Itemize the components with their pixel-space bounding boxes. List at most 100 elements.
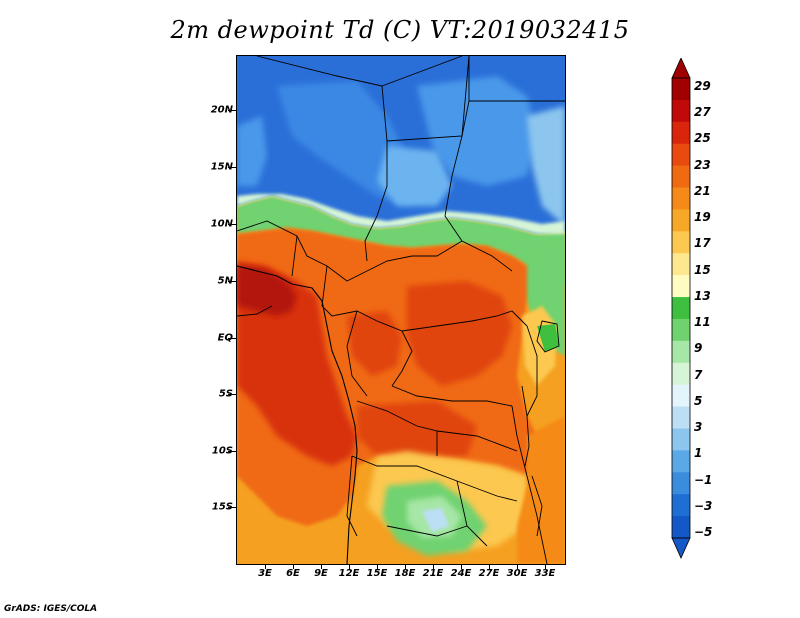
colorbar-swatch (672, 187, 690, 210)
sahara-edge-lightblue (527, 106, 565, 226)
lat-label: 15N (210, 161, 233, 173)
colorbar-label: 21 (694, 183, 711, 198)
lat-tick (228, 507, 236, 508)
lat-tick (228, 338, 236, 339)
colorbar-label: −1 (694, 472, 713, 487)
colorbar-swatch (672, 165, 690, 189)
lon-tick (265, 563, 266, 569)
country-borders (237, 56, 565, 564)
credit-label: GrADS: IGES/COLA (4, 604, 98, 614)
colorbar-swatch (672, 494, 690, 517)
dewpoint-field (237, 56, 565, 564)
colorbar-swatch (672, 340, 690, 364)
colorbar-swatch (672, 78, 690, 101)
southern-blue-patch (422, 508, 449, 532)
colorbar-label: −5 (694, 525, 713, 539)
colorbar-swatch (672, 253, 690, 276)
colorbar-frame (671, 77, 691, 539)
colorbar-swatch (672, 231, 690, 254)
colorbar-swatch (672, 121, 690, 145)
colorbar-label: 23 (694, 157, 711, 172)
lon-label: 15E (366, 568, 388, 579)
coastline (237, 265, 358, 564)
lat-label: EQ (217, 332, 233, 344)
colorbar-label: 17 (694, 236, 711, 251)
colorbar-swatch (672, 143, 690, 167)
lon-tick (489, 563, 490, 569)
lon-tick (321, 563, 322, 569)
lon-label: 12E (338, 568, 360, 579)
colorbar-label: 27 (694, 105, 711, 120)
lat-label: 10N (210, 218, 233, 230)
colorbar-swatch (672, 516, 690, 539)
lon-tick (545, 563, 546, 569)
colorbar-label: 9 (694, 341, 703, 356)
colorbar-label: 3 (694, 420, 703, 435)
south-east-orange (517, 416, 565, 564)
colorbar-graphic (671, 58, 691, 559)
colorbar-swatch (672, 384, 690, 408)
colorbar-swatch (672, 472, 690, 495)
lon-tick (293, 563, 294, 569)
lat-tick (228, 451, 236, 452)
lat-label: 5N (217, 275, 233, 287)
colorbar-label: 25 (694, 131, 711, 146)
lon-tick (517, 563, 518, 569)
colorbar-swatch (672, 209, 690, 232)
colorbar-swatch (672, 297, 690, 320)
sahara-edge-lightblue (237, 116, 267, 186)
lon-tick (405, 563, 406, 569)
colorbar-label: 15 (694, 262, 711, 277)
colorbar-swatch (672, 318, 690, 342)
transition-light-band (237, 194, 565, 234)
lat-tick (228, 281, 236, 282)
colorbar-bottom-arrow (671, 537, 691, 559)
colorbar-label: 5 (694, 393, 703, 408)
congo-red-patch (347, 311, 402, 376)
colorbar-label: 13 (694, 288, 711, 303)
colorbar-top-arrow (671, 58, 691, 79)
lat-label: 20N (210, 104, 233, 116)
colorbar-swatch (672, 406, 690, 429)
map-title: 2m dewpoint Td (C) VT:2019032415 (170, 16, 630, 44)
colorbar-swatch (672, 450, 690, 473)
transition-green-band (237, 196, 565, 286)
south-congo-red (357, 401, 477, 461)
lon-label: 9E (314, 568, 328, 579)
sahara-light-patch (417, 76, 537, 186)
colorbar-swatch (672, 275, 690, 298)
colorbar-label: 29 (694, 79, 711, 93)
lon-label: 3E (258, 568, 272, 579)
lat-tick (228, 394, 236, 395)
lat-label: 15S (211, 501, 233, 513)
lat-tick (228, 110, 236, 111)
lon-tick (377, 563, 378, 569)
lake-victoria (537, 324, 559, 352)
colorbar-label: −3 (694, 498, 713, 513)
lon-tick (349, 563, 350, 569)
lat-label: 10S (211, 445, 233, 457)
lat-tick (228, 167, 236, 168)
lon-tick (433, 563, 434, 569)
congo-red-patch (407, 281, 512, 386)
east-lakes (521, 320, 560, 537)
colorbar-label: 1 (694, 446, 703, 461)
dewpoint-map (236, 55, 566, 565)
colorbar-swatch (672, 99, 690, 123)
lon-label: 24E (450, 568, 472, 579)
lon-label: 6E (286, 568, 300, 579)
sahara-light-patch (377, 146, 452, 206)
lon-label: 30E (506, 568, 528, 579)
lat-label: 5S (218, 388, 233, 400)
lat-tick (228, 224, 236, 225)
lon-label: 33E (534, 568, 556, 579)
colorbar-label: 7 (694, 367, 703, 382)
lon-label: 18E (394, 568, 416, 579)
colorbar-label: 11 (694, 315, 711, 330)
colorbar-swatch (672, 362, 690, 386)
lon-label: 21E (422, 568, 444, 579)
lon-label: 27E (478, 568, 500, 579)
colorbar-label: 19 (694, 210, 711, 225)
colorbar-swatch (672, 428, 690, 451)
lon-tick (461, 563, 462, 569)
